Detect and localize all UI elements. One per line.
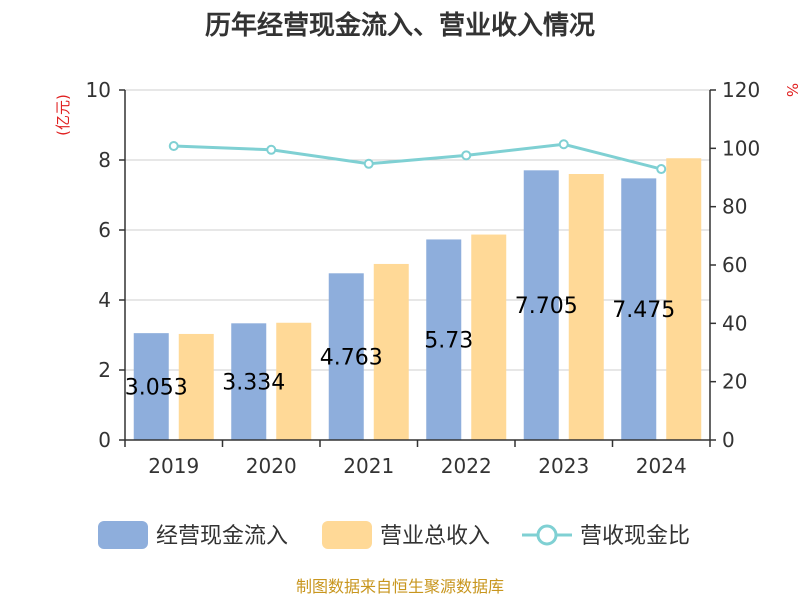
left-axis-unit: (亿元) [54, 94, 72, 136]
chart-title: 历年经营现金流入、营业收入情况 [205, 10, 595, 41]
cash-inflow-label: 7.475 [612, 298, 675, 323]
cash-inflow-bar [621, 178, 657, 440]
ratio-point [266, 144, 277, 155]
right-tick-label: 60 [722, 253, 747, 277]
legend-swatch-cash-inflow [98, 521, 148, 549]
x-tick-label: 2022 [441, 454, 492, 478]
revenue-bar [568, 174, 604, 440]
left-tick-label: 2 [98, 358, 111, 382]
x-tick-label: 2024 [636, 454, 687, 478]
legend-label-revenue: 营业总收入 [380, 524, 490, 549]
left-tick-label: 4 [98, 288, 111, 312]
right-tick-label: 0 [722, 428, 735, 452]
ratio-line-path [173, 142, 662, 171]
legend-swatch-ratio-marker [536, 524, 558, 546]
legend: 经营现金流入 营业总收入 营收现金比 [98, 521, 690, 549]
cash-inflow-bar [133, 333, 169, 440]
x-tick-label: 2021 [343, 454, 394, 478]
revenue-bar [666, 158, 702, 440]
left-tick-label: 0 [98, 428, 111, 452]
cash-inflow-label: 3.053 [125, 376, 188, 401]
right-tick-label: 100 [722, 136, 760, 160]
bars [133, 158, 702, 440]
right-tick-label: 40 [722, 311, 747, 335]
cash-inflow-bar [328, 273, 364, 440]
right-tick-label: 120 [722, 78, 760, 102]
cash-inflow-bar [231, 323, 267, 440]
right-axis-unit: % [783, 83, 800, 97]
legend-label-cash-inflow: 经营现金流入 [156, 524, 288, 549]
revenue-bar [471, 234, 507, 440]
cash-inflow-label: 7.705 [515, 294, 578, 319]
cash-inflow-label: 3.334 [222, 371, 285, 396]
ratio-point [168, 141, 179, 151]
cash-inflow-bar [426, 239, 462, 440]
revenue-bar [373, 263, 409, 440]
revenue-bar [276, 322, 312, 440]
ratio-point [363, 158, 374, 169]
legend-label-ratio: 营收现金比 [580, 524, 690, 549]
x-tick-label: 2023 [538, 454, 589, 478]
ratio-point [656, 164, 667, 175]
ratio-line [168, 139, 667, 175]
right-tick-label: 80 [722, 195, 747, 219]
left-tick-label: 6 [98, 218, 111, 242]
ratio-point [461, 150, 472, 161]
axes [119, 89, 716, 447]
revenue-bar [178, 333, 214, 440]
left-tick-label: 8 [98, 148, 111, 172]
bar-labels: 3.053 3.334 4.763 5.73 7.705 7.475 [125, 294, 675, 400]
ratio-point [558, 139, 569, 150]
grid-lines [125, 89, 710, 371]
legend-swatch-revenue [322, 521, 372, 549]
x-tick-label: 2019 [148, 454, 199, 478]
source-note: 制图数据来自恒生聚源数据库 [296, 577, 504, 596]
x-tick-label: 2020 [246, 454, 297, 478]
cash-inflow-bar [523, 170, 559, 440]
right-tick-label: 20 [722, 370, 747, 394]
left-tick-label: 10 [86, 78, 111, 102]
cash-inflow-label: 5.73 [424, 329, 473, 354]
cash-inflow-label: 4.763 [320, 346, 383, 371]
